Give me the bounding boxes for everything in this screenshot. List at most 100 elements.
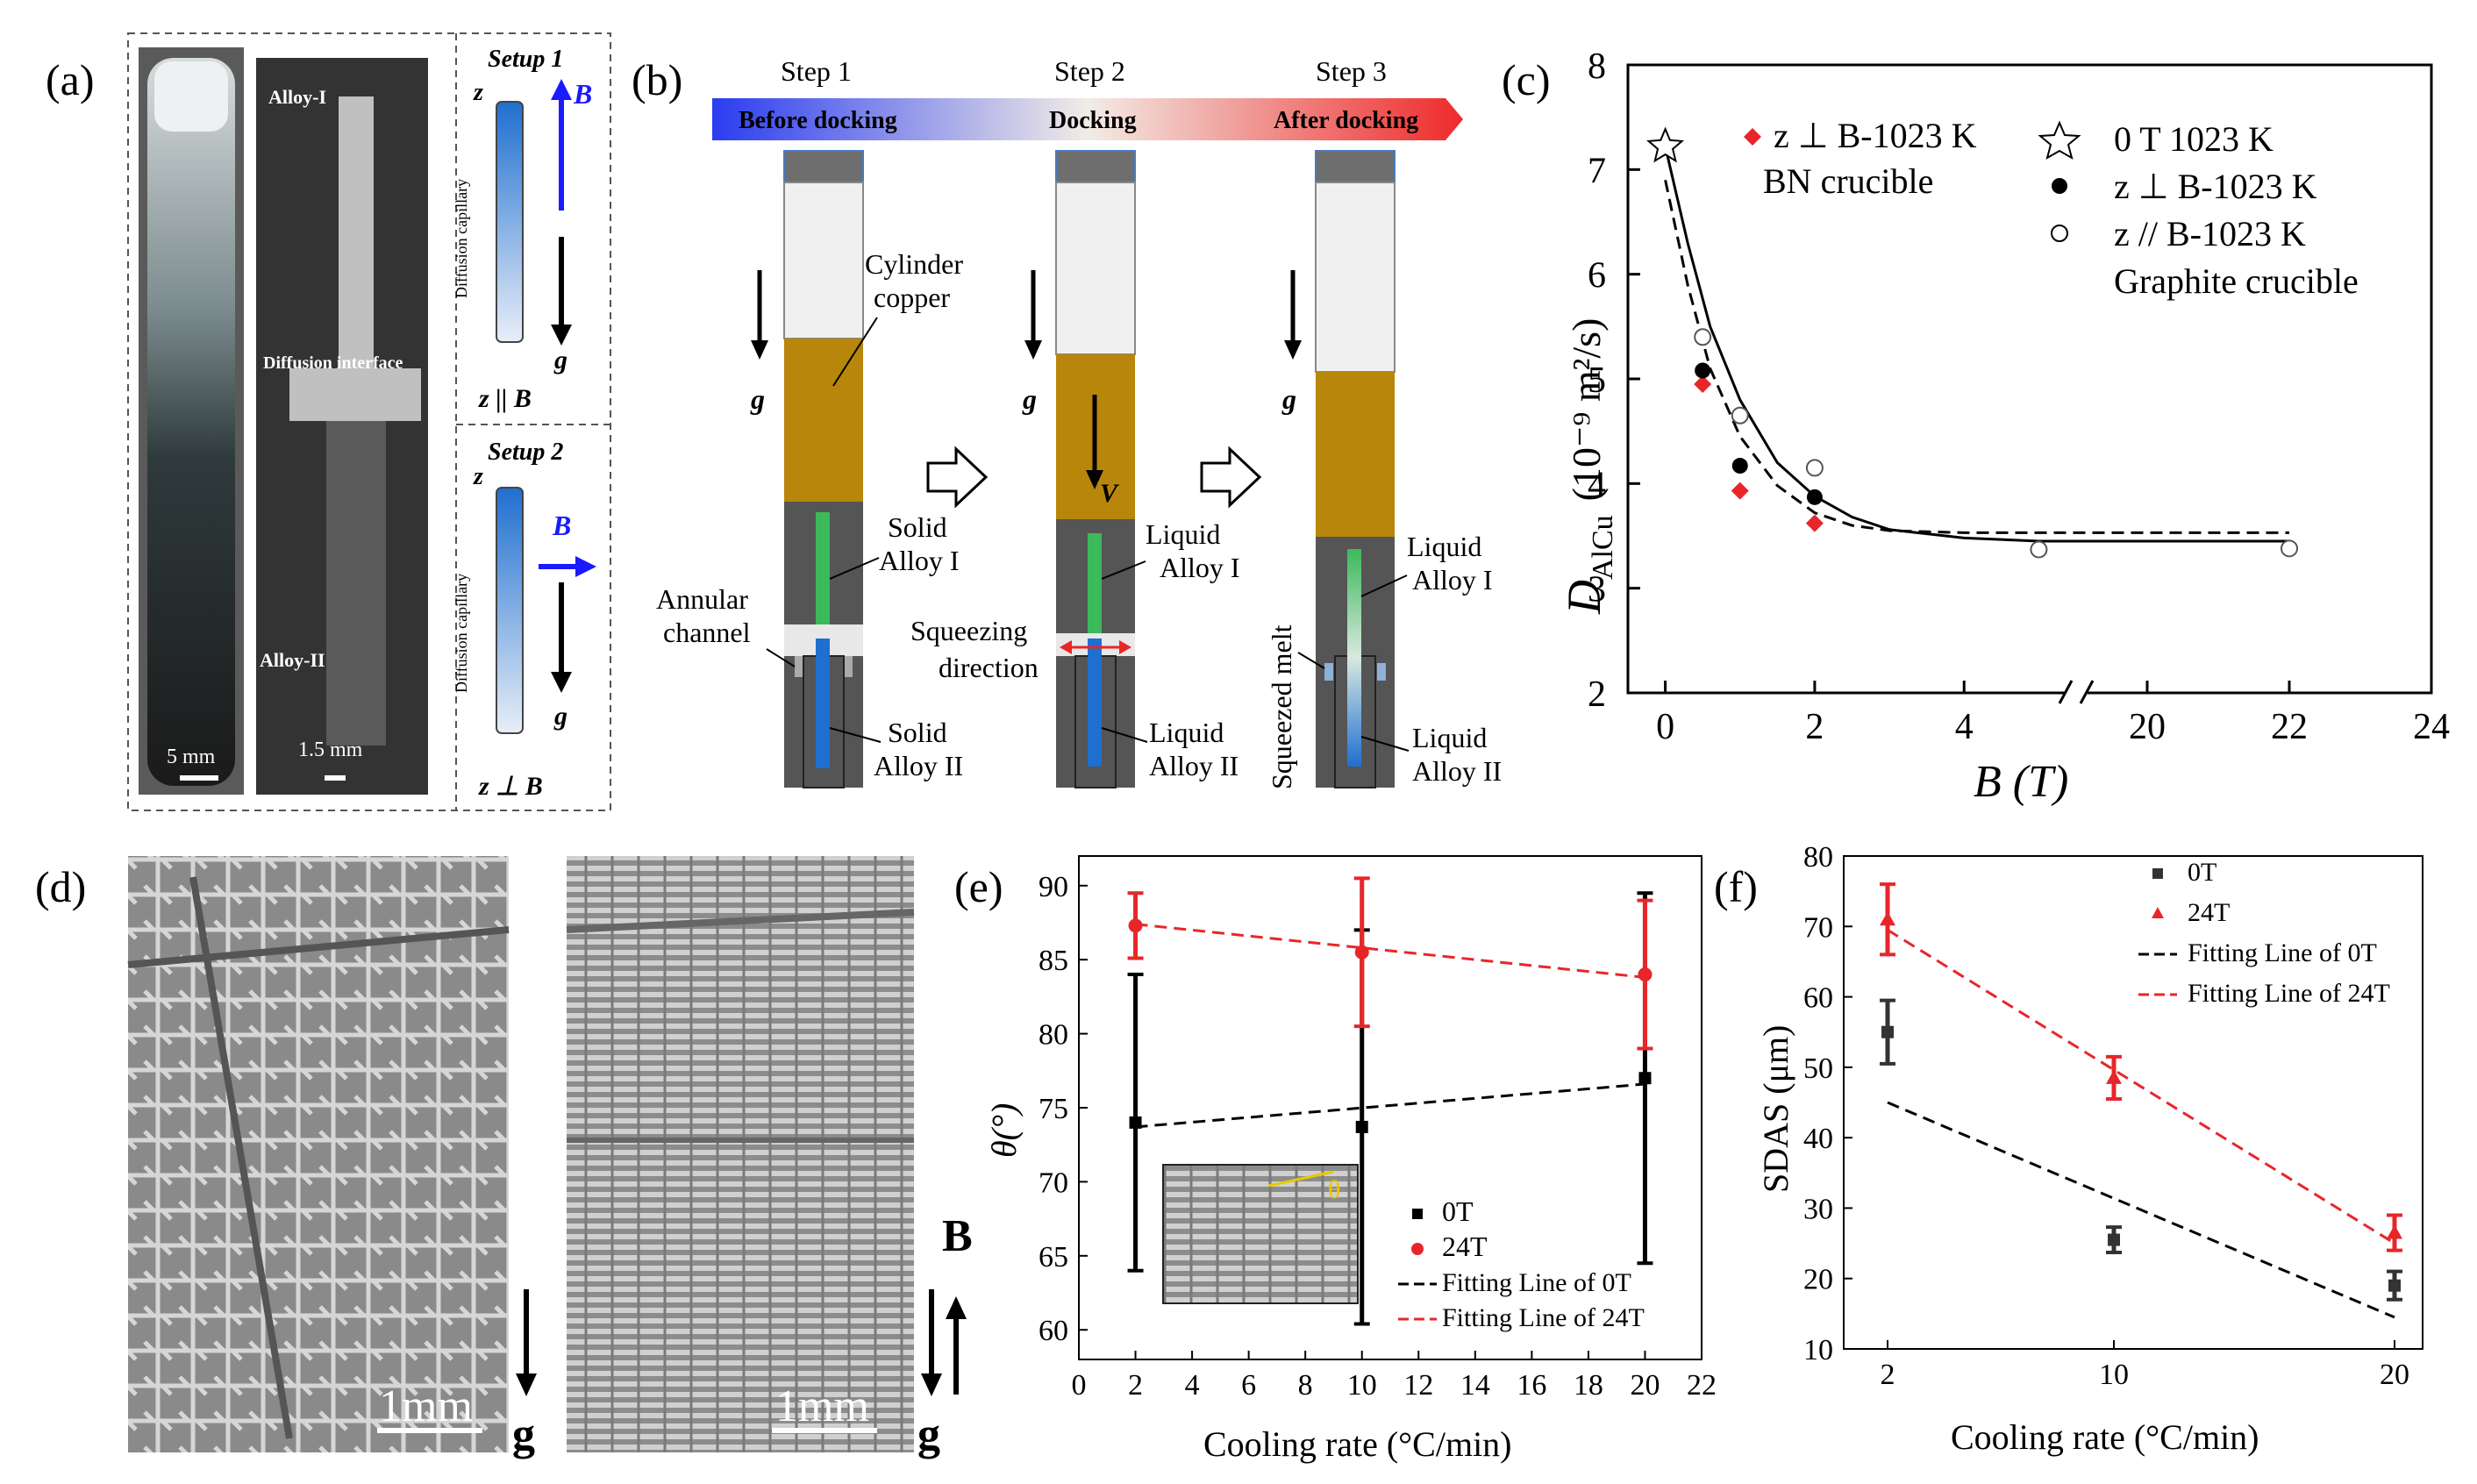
scale-label-a2: 1.5 mm [298,738,363,761]
legend-red-label: z ⊥ B-1023 K [1774,116,1977,155]
annular-leader [766,648,796,667]
chart-e-points [1127,876,1653,1326]
solid-alloy2-line2: Alloy II [874,750,963,781]
c-ytick-label-4: 6 [1588,256,1606,296]
f-ytick-label-1: 20 [1803,1264,1833,1296]
cylinder-copper-leader [832,317,878,387]
b-label-d2: B [942,1211,973,1261]
c-point-s0-0 [1646,126,1685,163]
legend-graphite-label: Graphite crucible [2114,261,2359,301]
squeezed-melt-label: Squeezed melt [1266,624,1297,789]
c-ytick-label-5: 7 [1588,151,1606,191]
legend-star [2038,120,2081,161]
liquid-alloy2-s3-leader [1360,736,1410,752]
e-point-s0-1 [1355,1120,1368,1133]
c-xtick-label-2: 4 [1955,707,1974,747]
chart-c-xlabel: B (T) [1974,757,2068,807]
e-legend-label-1: 24T [1442,1231,1488,1262]
e-xtick-label-4: 8 [1298,1369,1313,1402]
squeezing-line2: direction [939,652,1039,683]
sample-crossbar [289,368,421,421]
crucible-step1 [783,150,864,788]
chart-f-legend: 0T 24T Fitting Line of 0T Fitting Line of 2… [2138,858,2390,1008]
micrograph-0t-trunk2 [189,876,293,1439]
setup2-g-label: g [553,702,567,731]
step-3-label: Step 3 [1316,55,1387,87]
stage-docking: Docking [1049,107,1137,134]
setup1-z: z [473,79,483,106]
f-legend-label-0: 0T [2188,858,2216,887]
setup2-title: Setup 2 [488,439,563,466]
e-fit-0 [1135,1082,1645,1129]
f-point-s1-2 [2387,1224,2402,1239]
e-ytick-label-6: 90 [1039,871,1068,903]
e-legend-label-2: Fitting Line of 0T [1442,1268,1631,1297]
e-point-s0-2 [1638,1072,1652,1085]
crucible-step2 [1055,150,1136,788]
chart-c-ylabel: DAlCu (10⁻⁹ m²/s) [1558,318,1619,615]
step1-g-arrowhead [751,340,768,360]
solid-alloy1-line2: Alloy I [879,545,960,576]
c-xtick-label-0: 0 [1656,707,1674,747]
e-point-s0-0 [1129,1116,1142,1129]
chart-f-ylabel: SDAS (μm) [1756,1025,1795,1193]
scale-bar-d2 [772,1428,877,1433]
e-legend-label-3: Fitting Line of 24T [1442,1303,1645,1332]
step2-g-arrowhead [1024,340,1042,360]
f-legend-marker-0 [2152,868,2163,879]
e-fit-1 [1135,923,1645,979]
c-point-s3-2 [1805,459,1824,477]
c-point-s3-1 [1731,406,1749,425]
e-xtick-label-11: 22 [1687,1369,1717,1402]
e-legend-marker-1 [1411,1243,1424,1255]
f-ytick-label-3: 40 [1803,1123,1833,1155]
step2-g-label: g [1022,383,1037,415]
f-ytick-label-5: 60 [1803,982,1833,1015]
e-xtick-label-10: 20 [1630,1369,1660,1402]
process-arrow-1 [926,446,989,509]
c-ytick-label-6: 8 [1588,46,1606,87]
chart-e-fits [1135,923,1645,1129]
c-point-s1-0 [1694,375,1712,393]
micrograph-24t [567,856,914,1452]
setup2-capillary [496,487,524,734]
liquid-alloy2-s2-leader [1101,727,1148,743]
tube-photo-top [154,61,228,132]
f-fit-1 [1887,929,2395,1245]
f-ytick-label-4: 50 [1803,1052,1833,1085]
e-ytick-label-3: 75 [1039,1093,1068,1125]
interface-label: Diffusion interface [263,353,403,373]
b-arrowhead-d2 [946,1296,967,1319]
chart-f-frame [1843,855,2423,1350]
liquid-alloy1-s3-line2: Alloy I [1412,564,1493,596]
annular-line2: channel [663,617,751,648]
e-point-s1-2 [1638,967,1653,982]
sample-lower [326,421,386,746]
c-xtick-label-1: 2 [1805,707,1824,747]
setup2-b-label: B [552,510,571,541]
annular-line1: Annular [656,583,748,615]
solid-alloy1-leader [829,557,880,580]
svg-text:DAlCu(10⁻⁹ m²/s): DAlCu (10⁻⁹ m²/s) [1558,318,1619,615]
panel-label-b: (b) [632,55,682,104]
setup1-title: Setup 1 [488,46,563,73]
e-xtick-label-6: 12 [1403,1369,1433,1402]
solid-alloy1-line1: Solid [888,511,947,543]
scale-label-d2: 1mm [775,1381,869,1431]
liquid-alloy1-s3-leader [1360,574,1408,597]
f-point-s1-1 [2106,1069,2122,1084]
legend-red-diamond [1744,128,1761,146]
setup1-capillary [496,101,524,343]
e-xtick-label-1: 2 [1128,1369,1143,1402]
panel-label-d: (d) [35,862,86,911]
f-point-s0-2 [2388,1279,2401,1292]
setup2-z: z [473,463,483,490]
axis-break-mark-1 [2058,680,2074,704]
chart-f-points [1880,882,2402,1302]
scale-label-a1: 5 mm [167,746,216,768]
alloy2-label: Alloy-II [260,649,325,671]
legend-black-label: z ⊥ B-1023 K [2114,167,2317,206]
e-xtick-label-3: 6 [1241,1369,1256,1402]
inset-micrograph [1162,1164,1359,1304]
